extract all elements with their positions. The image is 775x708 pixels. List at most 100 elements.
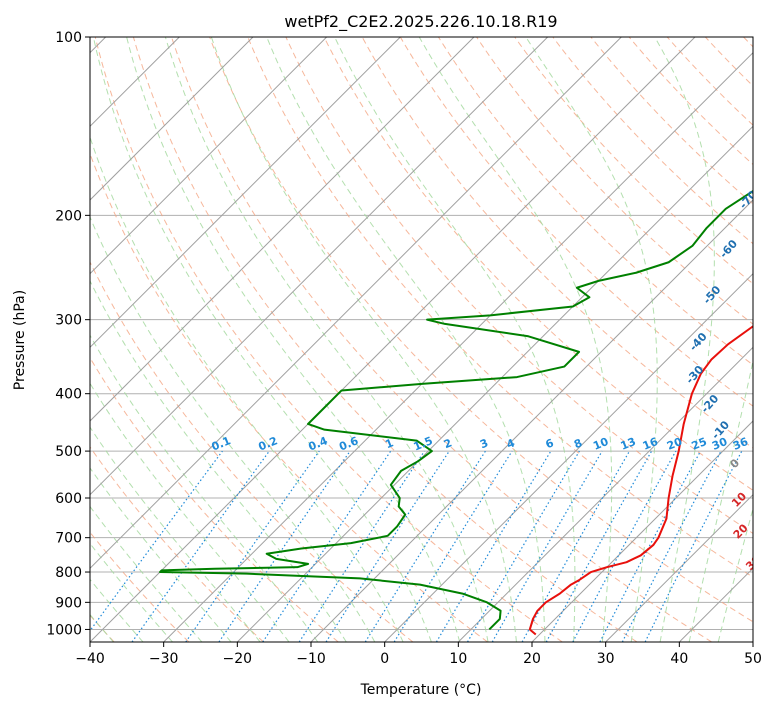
isotherm-line [90,37,328,275]
x-tick-label: −20 [223,651,253,667]
moist-adiabat [92,37,432,642]
dry-adiabat-label: -70 [737,188,760,212]
isotherm-line [457,346,753,642]
isotherm-line [90,37,401,349]
y-tick-label: 100 [55,30,82,46]
moist-adiabat [90,215,376,642]
isotherms [90,37,753,642]
mixing-ratio-line [435,450,552,642]
mixing-ratio-label: 30 [710,435,729,453]
moist-adiabat [90,426,261,642]
isotherm-line [90,37,549,496]
dry-adiabat [438,37,753,366]
mixing-ratio-line [131,450,270,642]
mixing-ratio-lines [90,450,743,642]
dry-adiabat [590,37,753,205]
dry-adiabat [399,37,753,407]
mixing-ratio-line [325,450,450,642]
moist-adiabat [90,505,203,642]
pressure-gridlines [90,37,753,630]
moist-adiabat [418,37,613,642]
dry-adiabat-label: -80 [755,144,775,168]
dry-adiabat [90,260,414,642]
moist-adiabat [90,467,232,642]
dry-adiabat-label: -10 [709,418,732,442]
dry-adiabat [132,37,638,642]
x-tick-label: −30 [149,651,179,667]
dry-adiabats [90,37,753,642]
moist-adiabat [90,135,404,642]
mixing-ratio-line [572,450,677,642]
moist-adiabat [210,37,517,642]
moist-adiabat [164,37,489,642]
mixing-ratio-line [491,450,603,642]
isotherm-line [163,51,753,642]
dry-adiabat [90,446,264,642]
chart-title: wetPf2_C2E2.2025.226.10.18.R19 [284,12,557,32]
y-axis-label: Pressure (hPa) [12,290,28,390]
y-tick-label: 1000 [46,622,82,638]
mixing-ratio-label: 36 [731,435,750,453]
mixing-ratio-label: 20 [665,435,684,453]
dry-adiabat-label: -30 [683,363,706,387]
isotherm-line [605,493,753,642]
dewpoint-profile [158,189,753,631]
mixing-ratio-line [218,450,351,642]
moist-adiabat [654,37,715,642]
mixing-ratio-line [393,450,513,642]
moist-adiabat-label: 0 [728,456,743,471]
x-axis: −40 −30 −20 −10 0 10 20 30 40 50 [75,642,762,667]
isotherm-line [310,199,753,642]
mixing-ratio-line [90,450,223,632]
mixing-ratio-line [466,450,580,642]
x-axis-label: Temperature (°C) [360,682,482,698]
moist-adiabat [266,37,546,642]
dry-adiabat [323,37,753,491]
x-tick-label: 50 [744,651,762,667]
moist-adiabat [90,334,319,642]
x-tick-label: 30 [597,651,615,667]
moist-adiabat-label: 40 [756,584,775,604]
x-tick-label: 0 [380,651,389,667]
mixing-ratio-label: 8 [572,436,584,451]
moist-adiabat [126,37,461,642]
moist-adiabat-label: 10 [729,490,749,510]
mixing-ratio-label: 6 [544,436,556,451]
mixing-ratio-label: 25 [690,435,709,453]
dry-adiabat [476,37,753,325]
moist-adiabat [525,37,658,642]
isotherm-line [752,641,753,642]
dry-adiabat-label: -50 [701,283,724,307]
y-tick-label: 600 [55,491,82,507]
moist-adiabat-label: 20 [731,521,751,541]
moist-adiabat [334,37,576,642]
moist-adiabat [717,506,753,642]
isotherm-line [90,37,475,422]
moist-adiabat [90,382,290,642]
plot-frame [89,36,754,643]
temperature-profile [528,325,753,636]
isotherm-line [384,272,753,642]
y-tick-label: 300 [55,313,82,329]
moist-adiabat [90,578,144,642]
y-tick-label: 200 [55,208,82,224]
dry-adiabat-label: -60 [717,237,740,261]
mixing-ratio-label: 3 [478,436,490,451]
mixing-ratio-line [545,450,653,642]
isotherm-line [90,37,622,570]
x-tick-label: 20 [523,651,541,667]
mixing-ratio-line [521,450,631,642]
mixing-ratio-label: 13 [619,435,638,453]
dry-adiabat [743,37,753,48]
y-tick-label: 400 [55,387,82,403]
dry-adiabat [209,37,753,623]
isotherm-line [531,420,753,642]
moist-adiabat-label: 30 [743,553,763,573]
moist-adiabats [90,37,753,642]
x-tick-label: 10 [449,651,467,667]
dry-adiabat [628,37,753,166]
dry-adiabat [247,37,753,578]
dry-adiabat [94,37,563,642]
dry-adiabat [171,37,713,642]
